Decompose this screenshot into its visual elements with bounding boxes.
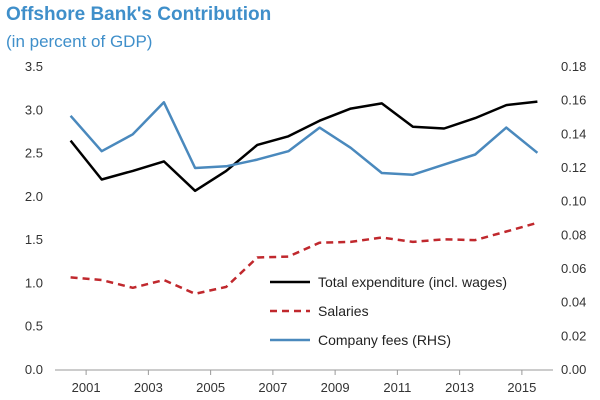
x-tick-label: 2015 [507,380,536,395]
y-right-tick-label: 0.04 [561,295,586,310]
legend-label: Total expenditure (incl. wages) [318,274,507,290]
y-right-tick-label: 0.00 [561,362,586,377]
y-left-tick-label: 2.0 [25,189,43,204]
chart-title: Offshore Bank's Contribution [6,4,272,25]
series-line-salaries [70,221,538,296]
series-line-total-expenditure-incl-wages [69,100,538,193]
legend-label: Company fees (RHS) [318,332,451,348]
axes-layer: 0.0 0.5 1.0 1.5 2.0 2.5 3.0 3.5 0.00 0.02 0.04 0.06… [25,59,586,395]
chart-subtitle: (in percent of GDP) [6,32,153,51]
x-tick-label: 2001 [72,380,101,395]
x-tick-label: 2007 [258,380,287,395]
y-right-tick-label: 0.08 [561,227,586,242]
y-left-tick-label: 0.5 [25,319,43,334]
y-right-tick-label: 0.18 [561,59,586,74]
y-right-tick-label: 0.14 [561,126,586,141]
x-tick-label: 2009 [321,380,350,395]
y-left-tick-label: 2.5 [25,146,43,161]
y-right-tick-label: 0.16 [561,93,586,108]
x-tick-label: 2011 [383,380,411,395]
y-left-tick-label: 3.0 [25,102,43,117]
y-left-tick-label: 1.5 [25,232,43,247]
series-line-company-fees-rhs [69,101,539,176]
y-right-tick-label: 0.10 [561,194,586,209]
series-layer [69,100,539,296]
legend: Total expenditure (incl. wages) Salaries C… [270,274,507,348]
y-left-tick-label: 3.5 [25,59,43,74]
legend-label: Salaries [318,303,369,319]
x-tick-label: 2013 [445,380,474,395]
y-right-tick-label: 0.06 [561,261,586,276]
x-tick-label: 2005 [196,380,225,395]
x-tick-label: 2003 [134,380,163,395]
y-left-tick-label: 0.0 [25,362,43,377]
y-left-tick-label: 1.0 [25,275,43,290]
y-right-tick-label: 0.12 [561,160,586,175]
y-right-tick-label: 0.02 [561,328,586,343]
